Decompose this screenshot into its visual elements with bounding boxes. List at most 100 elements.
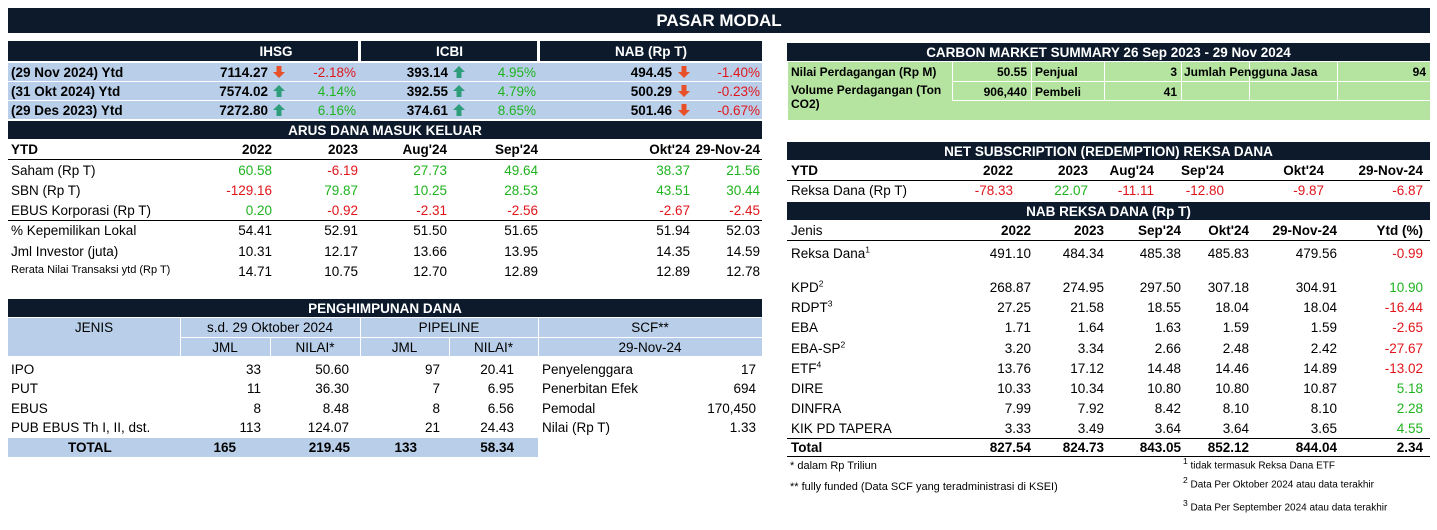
nab-cell: 2.66 [1154,341,1181,356]
nab-change: -0.67% [717,103,760,118]
nab-row-label: ETF4 [791,359,822,376]
carbon-nilai: 50.55 [996,65,1027,79]
nab-cell: 18.55 [1147,300,1181,315]
ihsg-change: 4.14% [317,84,356,99]
divider [1249,62,1250,81]
netsub-cell: -78.33 [974,183,1013,198]
nab-cell: 3.49 [1077,421,1104,436]
nab-col-header: Ytd (%) [1376,223,1424,238]
arus-cell: 10.31 [238,244,272,259]
page-title-bar: PASAR MODAL [8,8,1430,33]
nab-row-label: RDPT3 [791,298,833,315]
arus-cell: 51.65 [504,223,538,238]
arus-cell: 43.51 [656,183,690,198]
nab-line [787,240,1430,241]
peng-col-jml: JML [212,340,238,355]
carbon-title: CARBON MARKET SUMMARY 26 Sep 2023 - 29 N… [926,44,1291,60]
peng-col-scf: SCF** [631,320,669,335]
peng-scf-date: 29-Nov-24 [618,340,682,355]
nab-cell: 3.64 [1222,421,1249,436]
netsub-row-label: Reksa Dana (Rp T) [791,183,908,198]
peng-row-label: PUB EBUS Th I, II, dst. [11,420,151,435]
note-left-1: * dalam Rp Triliun [790,460,877,472]
nab-total-line [787,438,1430,439]
nab-cell: 18.04 [1303,300,1337,315]
nab-total-label: Total [791,440,823,455]
arus-header-line [8,159,762,160]
nab-cell: 1.63 [1154,320,1181,335]
divider [1337,62,1338,81]
netsub-cell: -12.80 [1185,183,1224,198]
nab-row-label: EBA-SP2 [791,339,846,356]
nab-ytd: -16.44 [1384,300,1423,315]
nab-value: 494.45 [630,65,672,80]
col-nab: NAB (Rp T) [615,44,687,59]
nab-cell: 14.48 [1147,361,1181,376]
nab-row-label: DINFRA [791,401,842,416]
arus-row-label: Jml Investor (juta) [11,244,119,259]
market-row-bg [8,63,762,81]
penghimpunan-title: PENGHIMPUNAN DANA [308,300,462,316]
nab-value: 501.46 [630,103,672,118]
netsub-cell: -9.87 [1293,183,1324,198]
nab-ytd: 4.55 [1396,421,1423,436]
nab-cell: 10.33 [997,381,1031,396]
nab-cell: 14.46 [1215,361,1249,376]
nab-cell: 8.10 [1310,401,1337,416]
arus-cell: 49.64 [504,163,538,178]
netsub-col-header: 2022 [982,163,1013,178]
note-right-2: 2 Data Per Oktober 2024 atau data terakh… [1183,475,1374,491]
nab-cell: 13.76 [997,361,1031,376]
nab-cell: 479.56 [1295,246,1337,261]
scf-value: 1.33 [729,420,756,435]
divider [538,337,762,338]
arrow-up-icon [452,103,466,117]
arus-col-header: 2022 [241,142,272,157]
page-title: PASAR MODAL [656,10,782,30]
note-left-2: ** fully funded (Data SCF yang teradmini… [790,481,1058,493]
nab-cell: 2.48 [1222,341,1249,356]
nab-cell: 1.64 [1077,320,1104,335]
nab-cell: 3.34 [1077,341,1104,356]
nab-row-label: Reksa Dana1 [791,244,871,261]
arus-cell: 12.89 [504,264,538,279]
divider [1337,81,1338,100]
nab-cell: 491.10 [989,246,1031,261]
nab-value: 500.29 [630,84,672,99]
icbi-value: 392.55 [406,84,448,99]
peng-total-label: TOTAL [68,440,112,455]
arus-cell: 21.56 [726,163,760,178]
nab-cell: 21.58 [1070,300,1104,315]
netsub-col-header: Sep'24 [1181,163,1224,178]
nab-total-cell: 843.05 [1139,440,1181,455]
market-row-label: (29 Des 2023) Ytd [11,103,123,118]
nab-cell: 268.87 [989,280,1031,295]
peng-total-nilai: 219.45 [308,440,350,455]
arus-cell: 10.25 [413,183,447,198]
peng-col-jenis: JENIS [74,320,114,335]
arus-row-label: EBUS Korporasi (Rp T) [11,203,152,218]
peng-jml: 11 [246,381,261,396]
nab-cell: 7.99 [1004,401,1031,416]
carbon-penjual-label: Penjual [1035,65,1078,79]
arus-cell: 51.50 [413,223,447,238]
peng-col-pipeline: PIPELINE [418,320,480,335]
carbon-jumlah: 94 [1412,65,1426,79]
arus-row-label: Saham (Rp T) [11,163,96,178]
carbon-bg [787,62,1430,120]
arus-cell: 0.20 [245,203,272,218]
arus-cell: 12.89 [656,264,690,279]
arus-cell: 10.75 [324,264,358,279]
nab-col-jenis: Jenis [791,223,823,238]
market-row-bg [8,101,762,119]
divider [1104,81,1105,100]
divider [180,337,538,338]
peng-col-jml: JML [391,340,418,355]
arus-row-label: Rerata Nilai Transaksi ytd (Rp T) [11,264,171,276]
peng-row-label: EBUS [11,401,48,416]
divider [952,100,1430,101]
nab-cell: 10.34 [1070,381,1104,396]
arus-cell: 14.71 [238,264,272,279]
nab-cell: 27.25 [997,300,1031,315]
netsub-col-header: 29-Nov-24 [1358,163,1423,178]
